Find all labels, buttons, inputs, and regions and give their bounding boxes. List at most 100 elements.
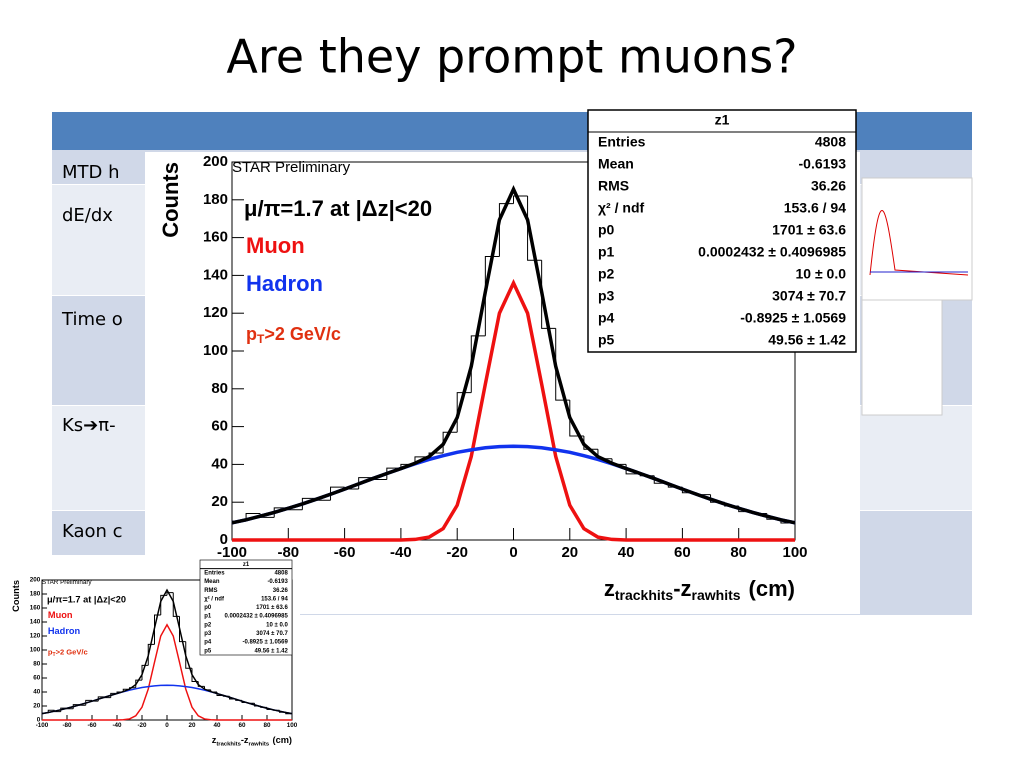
stats-label: p5 <box>204 648 212 654</box>
histogram-bin <box>197 681 205 687</box>
x-tick-label: -20 <box>446 544 468 561</box>
pt-label-part: >2 GeV/c <box>264 324 341 344</box>
stats-value: 153.6 / 94 <box>261 596 288 602</box>
histogram-bin <box>72 704 80 709</box>
x-axis-label-part: z <box>212 735 217 745</box>
x-axis-label-part: trackhits <box>216 741 241 747</box>
y-tick-label: 100 <box>30 647 41 654</box>
stats-value: -0.6193 <box>799 156 847 172</box>
fit-curve <box>232 278 795 542</box>
x-tick-label: 0 <box>165 722 169 729</box>
y-axis-label: Counts <box>158 162 183 238</box>
stats-label: χ² / ndf <box>598 200 644 216</box>
legend-entry: Hadron <box>48 626 81 636</box>
legend-entry: Muon <box>246 233 305 258</box>
slide-title: Are they prompt muons? <box>226 30 797 84</box>
stats-value: 3074 ± 70.7 <box>772 288 846 304</box>
stats-value: 4808 <box>815 134 846 150</box>
stats-value: 153.6 / 94 <box>784 200 846 216</box>
x-tick-label: 100 <box>287 722 298 729</box>
histogram-bin <box>166 592 174 596</box>
histogram-bin <box>583 436 598 450</box>
x-tick-label: 0 <box>509 544 517 561</box>
x-tick-label: -80 <box>277 544 299 561</box>
x-axis-label-part: z <box>604 576 615 601</box>
y-tick-label: 0 <box>220 531 228 548</box>
y-tick-label: 140 <box>30 619 41 626</box>
stats-value: 49.56 ± 1.42 <box>768 332 846 348</box>
fit-curve <box>41 588 293 715</box>
histogram-bin <box>154 614 161 645</box>
histogram-bin <box>386 467 401 480</box>
x-axis-label-part: trackhits <box>615 587 674 603</box>
stats-label: Entries <box>204 571 225 577</box>
y-tick-label: 20 <box>33 703 41 710</box>
stats-label: p2 <box>204 622 212 628</box>
y-tick-label: 80 <box>33 661 41 668</box>
table-cell: MTD h <box>62 162 120 183</box>
y-tick-label: 0 <box>37 717 41 724</box>
x-axis-label-part: rawhits <box>249 741 270 747</box>
stats-value: 3074 ± 70.7 <box>256 631 288 637</box>
stats-label: RMS <box>598 178 629 194</box>
y-tick-label: 40 <box>211 455 228 472</box>
stats-label: p1 <box>204 614 212 620</box>
fit-curve <box>42 623 292 721</box>
x-tick-label: -100 <box>36 722 49 729</box>
histogram-bin <box>147 643 155 666</box>
stats-value: 1701 ± 63.6 <box>772 222 846 238</box>
pt-label-part: T <box>53 652 57 658</box>
y-tick-label: 80 <box>211 380 228 397</box>
stats-label: p2 <box>598 266 615 282</box>
fit-curve <box>231 185 796 525</box>
stats-value: 36.26 <box>273 588 289 594</box>
stats-label: p4 <box>204 640 212 646</box>
x-axis-label: ztrackhits-zrawhits (cm) <box>212 735 292 747</box>
y-tick-label: 160 <box>203 229 228 246</box>
y-tick-label: 160 <box>30 605 41 612</box>
stats-label: RMS <box>204 588 217 594</box>
y-tick-label: 100 <box>203 342 228 359</box>
stats-value: 10 ± 0.0 <box>796 266 847 282</box>
x-tick-label: 60 <box>674 544 691 561</box>
histogram-bin <box>484 256 500 336</box>
x-tick-label: -100 <box>217 544 247 561</box>
stats-label: Entries <box>598 134 646 150</box>
x-axis-label-part: (cm) <box>273 735 293 745</box>
y-tick-label: 200 <box>30 577 41 584</box>
x-axis-label-part: -z <box>673 576 691 601</box>
pt-label-part: T <box>257 332 265 346</box>
pt-label: pT>2 GeV/c <box>48 648 88 658</box>
pt-label: pT>2 GeV/c <box>246 324 341 346</box>
x-tick-label: -80 <box>62 722 72 729</box>
legend-entry: Hadron <box>246 271 323 296</box>
y-tick-label: 60 <box>211 418 228 435</box>
stats-label: p5 <box>598 332 615 348</box>
histogram-bin <box>513 195 528 204</box>
histogram-bin <box>160 594 167 615</box>
y-tick-label: 120 <box>203 304 228 321</box>
ratio-label: μ/π=1.7 at |Δz|<20 <box>244 196 432 221</box>
pt-label-part: >2 GeV/c <box>56 648 88 657</box>
legend-entry: Muon <box>48 610 73 620</box>
ratio-label: μ/π=1.7 at |Δz|<20 <box>47 595 126 605</box>
x-axis-label-part: -z <box>241 735 249 745</box>
stats-label: p4 <box>598 310 615 326</box>
stats-value: 0.0002432 ± 0.4096985 <box>224 614 288 620</box>
stats-value: 1701 ± 63.6 <box>256 605 288 611</box>
annotation: STAR Preliminary <box>232 159 351 176</box>
y-tick-label: 120 <box>30 633 41 640</box>
stats-label: p1 <box>598 244 615 260</box>
stats-title: z1 <box>243 562 250 568</box>
y-tick-label: 180 <box>203 191 228 208</box>
stats-label: p3 <box>598 288 615 304</box>
y-tick-label: 60 <box>33 675 41 682</box>
table-cell: dE/dx <box>62 205 113 226</box>
stats-value: 49.56 ± 1.42 <box>254 648 288 654</box>
histogram-bin <box>179 616 186 643</box>
x-tick-label: 20 <box>188 722 196 729</box>
stats-label: p0 <box>598 222 615 238</box>
x-tick-label: 40 <box>213 722 221 729</box>
